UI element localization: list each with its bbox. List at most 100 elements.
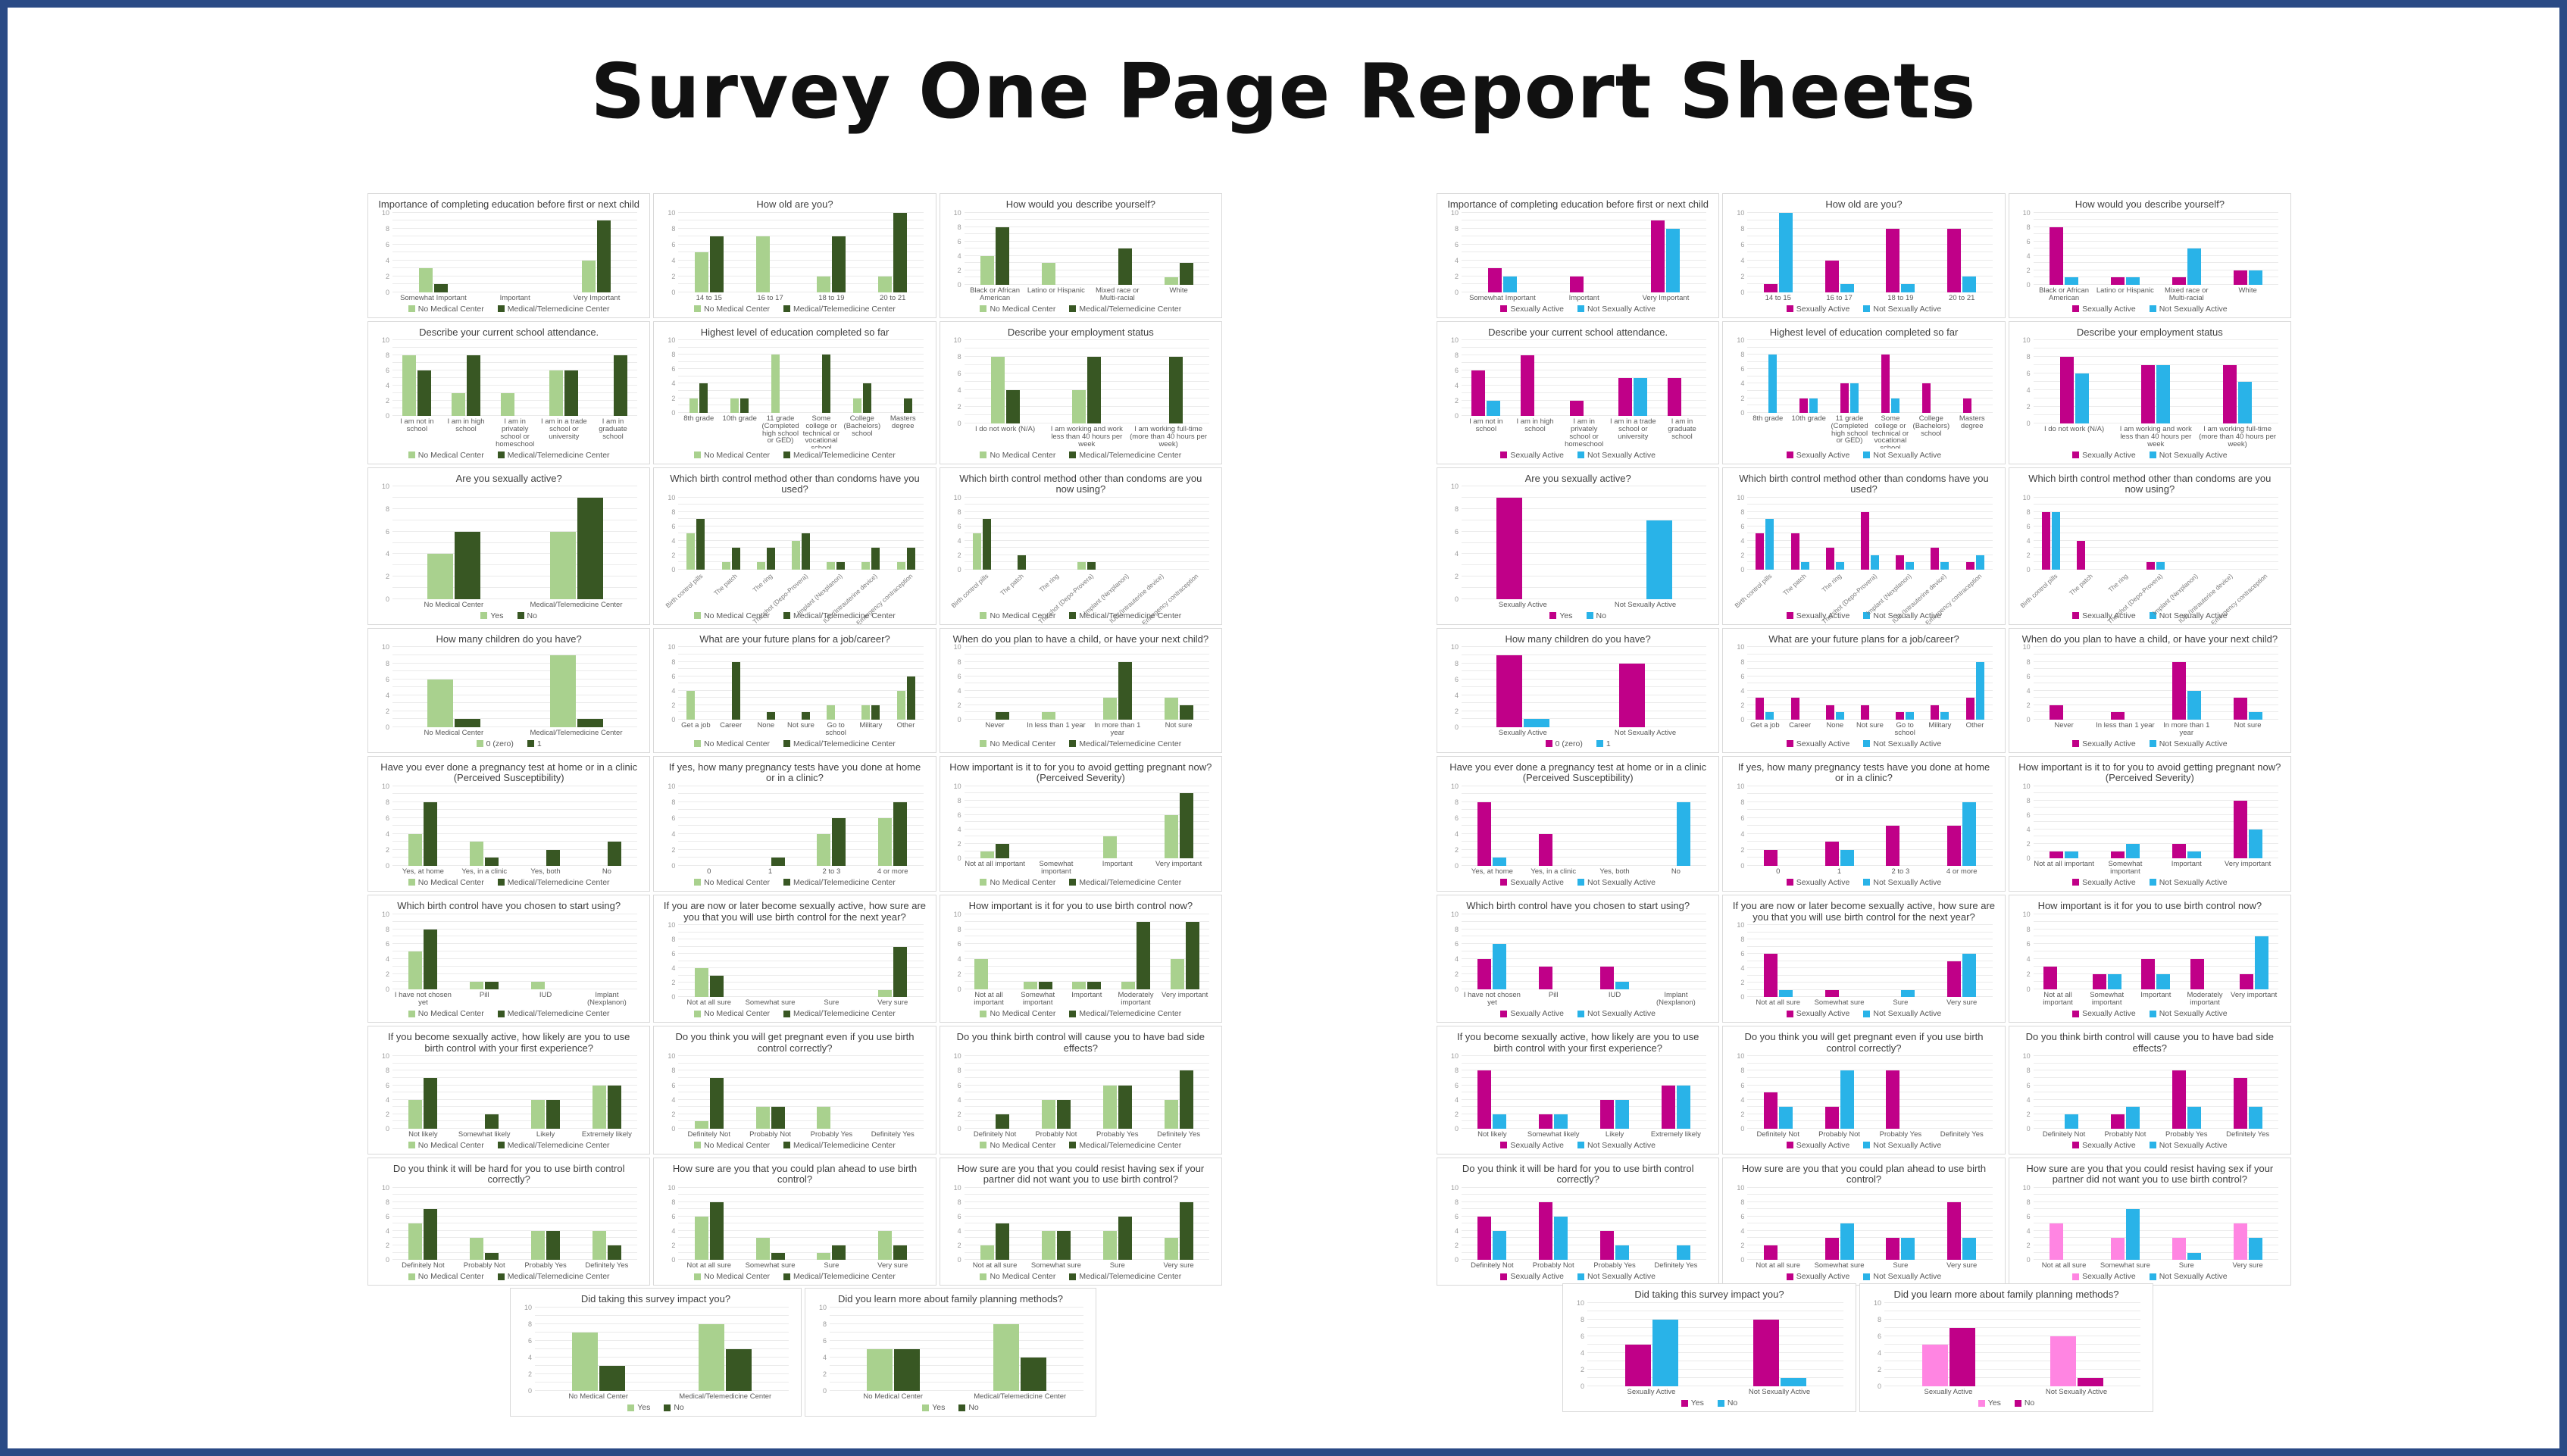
gridline (1747, 661, 1993, 662)
x-axis-label: In more than 1 year (1094, 720, 1141, 737)
gridline (964, 943, 1209, 945)
bar-groups (678, 340, 923, 413)
gridline (1747, 1237, 1993, 1239)
y-axis-tick-label: 10 (2022, 1183, 2031, 1192)
x-axis-labels: Sexually Active Not Sexually Active (1462, 727, 1706, 737)
gridline (964, 1201, 1209, 1202)
bar-groups (392, 486, 637, 599)
bar-group (2229, 914, 2278, 990)
bar-group (576, 1056, 637, 1129)
y-axis-tick-label: 10 (1450, 910, 1459, 918)
gridline (392, 598, 638, 599)
x-axis-label-text: The ring (1036, 572, 1060, 594)
bar-group (749, 498, 783, 570)
bar (709, 1078, 724, 1129)
gridline (964, 1186, 1209, 1188)
y-axis-tick-label: 0 (1454, 1124, 1459, 1133)
legend-label: Medical/Telemedicine Center (1079, 1140, 1182, 1150)
gridline (392, 1237, 638, 1239)
gridline (678, 561, 924, 563)
bar (470, 1238, 484, 1261)
x-axis-labels: Not at all important Somewhat important Im… (965, 858, 1209, 876)
gridline (964, 240, 1209, 242)
bar-groups (392, 647, 637, 727)
bar (531, 1099, 546, 1129)
gridline (1462, 553, 1707, 555)
chart-title: If yes, how many pregnancy tests have yo… (668, 761, 921, 784)
bar (996, 1114, 1010, 1129)
gridline (1747, 982, 1993, 983)
mini-bar-chart: Which birth control method other than co… (939, 467, 1222, 625)
x-axis-label: Very sure (1163, 1261, 1194, 1270)
bar (402, 355, 417, 416)
y-axis-tick-label: 4 (671, 380, 676, 388)
y-axis-tick-label: 6 (1454, 240, 1459, 248)
mini-bar-chart: When do you plan to have a child, or hav… (2008, 627, 2291, 753)
mini-bar-chart: Which birth control method other than co… (2008, 467, 2291, 625)
legend-swatch (1577, 879, 1585, 886)
gridline (678, 646, 924, 648)
x-axis-label: Important (2171, 860, 2202, 869)
y-axis-tick-label: 0 (1740, 862, 1745, 870)
bar (1179, 1070, 1193, 1129)
y-axis-tick-label: 8 (1454, 925, 1459, 933)
bar-groups (678, 498, 923, 570)
x-axis-label: Definitely Yes (1157, 1129, 1201, 1139)
x-axis-label: Probably Not (2104, 1129, 2146, 1139)
x-axis-label: Other (896, 720, 915, 730)
bar (755, 1107, 770, 1129)
x-axis-label: The patch (999, 570, 1034, 609)
y-axis-tick-label: 8 (1740, 798, 1745, 806)
bar-group (2068, 498, 2103, 570)
bar-group (1887, 498, 1922, 570)
x-axis-label: I am in privately school or homeschool (496, 417, 535, 448)
bar (1676, 1245, 1690, 1261)
gridline (392, 848, 638, 850)
legend-item: Medical/Telemedicine Center (1069, 451, 1181, 460)
bar (832, 236, 846, 292)
x-axis-label: I am in privately school or homeschool (1565, 417, 1604, 448)
x-axis-label: Yes, at home (1471, 867, 1513, 876)
gridline (392, 508, 638, 509)
y-axis-tick-label: 10 (1737, 1183, 1745, 1192)
gridline (678, 1251, 924, 1253)
x-axis-label: Somewhat sure (745, 1261, 796, 1270)
legend-label: Sexually Active (1796, 739, 1850, 748)
bar-groups (1462, 914, 1706, 990)
x-axis-label: Extremely likely (1650, 1129, 1701, 1139)
y-axis-tick-label: 10 (1737, 336, 1745, 345)
x-axis-label: Very Important (573, 293, 621, 302)
bar-group (1747, 1188, 1809, 1261)
x-axis-label: Black or African American (2039, 286, 2090, 302)
x-axis-labels: Definitely Not Probably Not Probably Yes De… (1747, 1129, 1992, 1139)
bar (1185, 921, 1199, 990)
y-axis-tick-label: 8 (822, 1320, 827, 1328)
x-axis-labels: 14 to 15 16 to 17 18 to 19 20 to 21 (1747, 292, 1992, 302)
bar-groups (965, 213, 1209, 285)
bar (1835, 562, 1844, 570)
gridline (535, 1356, 789, 1358)
y-axis-tick-label: 6 (1740, 950, 1745, 958)
bar (1947, 961, 1962, 998)
gridline (964, 1127, 1209, 1129)
legend-swatch (1577, 1273, 1585, 1280)
legend: Sexually Active Not Sexually Active (1732, 876, 1995, 887)
y-axis-tick-label: 6 (385, 814, 389, 822)
x-axis-label: Very important (1155, 860, 1202, 869)
y-axis-tick-label: 0 (1454, 723, 1459, 731)
gridline (1747, 496, 1993, 498)
mini-bar-chart: If you are now or later become sexually … (1722, 894, 2006, 1023)
chart-title: How important is it for you to use birth… (2037, 900, 2262, 911)
gridline (830, 1381, 1083, 1383)
legend-label: Not Sexually Active (1873, 304, 1942, 314)
legend-item: Sexually Active (1500, 451, 1564, 460)
gridline (392, 1215, 638, 1217)
legend-item: Medical/Telemedicine Center (783, 1009, 896, 1018)
gridline (535, 1314, 789, 1316)
gridline (2033, 380, 2278, 382)
legend: Yes No (814, 1401, 1087, 1412)
bar (1753, 1319, 1779, 1387)
legend-swatch (1863, 879, 1871, 886)
x-axis-labels: Not at all sure Somewhat sure Sure Very sur… (1747, 1260, 1992, 1270)
legend-label: Medical/Telemedicine Center (507, 1272, 610, 1281)
